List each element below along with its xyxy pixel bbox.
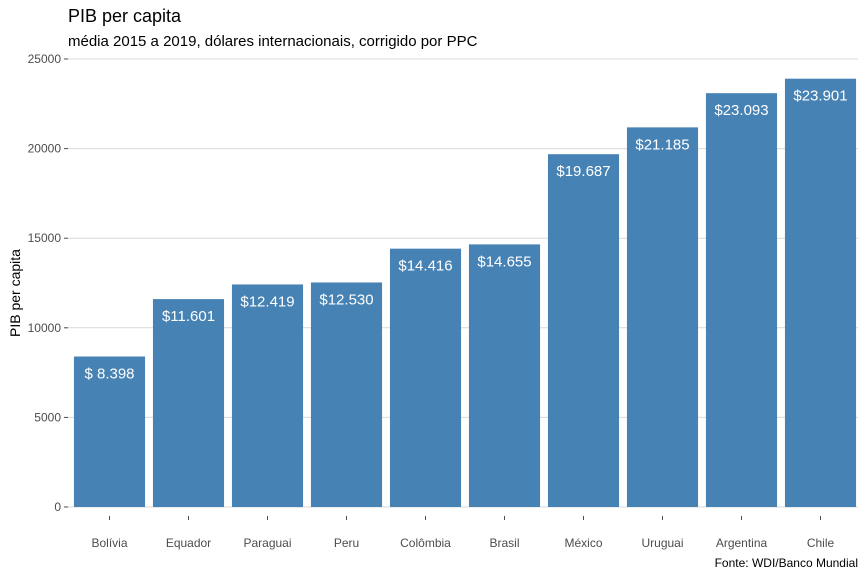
x-tick-label: Bolívia xyxy=(91,536,127,550)
bar-value-label: $12.530 xyxy=(319,291,373,308)
bar-value-label: $23.901 xyxy=(793,88,847,105)
bar xyxy=(468,244,541,508)
y-tick-label: 25000 xyxy=(28,52,62,66)
x-tick-label: Chile xyxy=(807,536,835,550)
y-tick-label: 10000 xyxy=(28,321,62,335)
bar xyxy=(547,154,620,507)
x-tick-label: Brasil xyxy=(489,536,519,550)
bar-value-label: $23.093 xyxy=(714,102,768,119)
bar xyxy=(152,299,225,507)
bar-value-label: $11.601 xyxy=(162,308,215,325)
bar xyxy=(231,284,304,507)
y-axis-label: PIB per capita xyxy=(7,249,23,337)
bar-value-label: $14.416 xyxy=(398,258,452,275)
x-tick-label: Paraguai xyxy=(243,536,291,550)
bar xyxy=(389,248,462,507)
bar-value-label: $12.419 xyxy=(240,293,294,310)
bar xyxy=(310,282,383,507)
x-tick-label: México xyxy=(564,536,602,550)
y-tick-label: 5000 xyxy=(34,410,61,424)
bar xyxy=(784,78,857,507)
chart-title: PIB per capita xyxy=(68,6,182,26)
x-tick-label: Equador xyxy=(166,536,211,550)
bar-value-label: $21.185 xyxy=(635,136,689,153)
chart-subtitle: média 2015 a 2019, dólares internacionai… xyxy=(68,33,478,50)
x-tick-label: Colômbia xyxy=(400,536,451,550)
bar-value-label: $14.655 xyxy=(477,253,531,270)
bar xyxy=(73,356,146,507)
y-tick-label: 15000 xyxy=(28,231,62,245)
bar xyxy=(705,93,778,508)
y-tick-label: 20000 xyxy=(28,142,62,156)
x-tick-label: Argentina xyxy=(716,536,768,550)
y-tick-label: 0 xyxy=(54,500,61,514)
x-tick-label: Peru xyxy=(334,536,359,550)
chart-caption: Fonte: WDI/Banco Mundial xyxy=(714,556,858,570)
bar xyxy=(626,127,699,507)
bar-value-label: $ 8.398 xyxy=(84,366,134,383)
x-tick-label: Uruguai xyxy=(641,536,683,550)
bar-value-label: $19.687 xyxy=(556,163,610,180)
